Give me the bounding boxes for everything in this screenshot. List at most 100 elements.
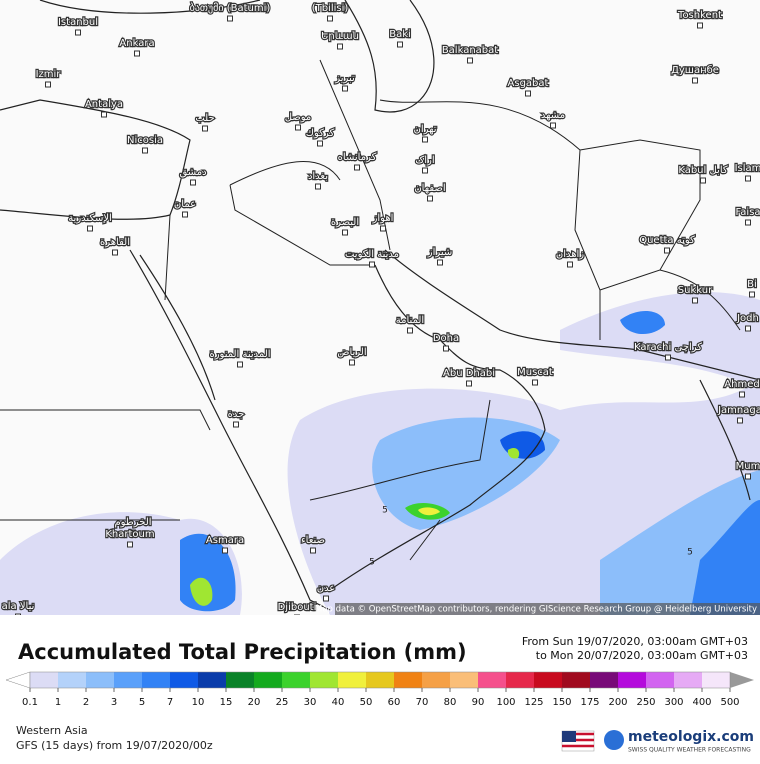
city-marker [422,136,428,143]
scale-swatch [226,672,255,688]
city-marker [202,125,208,132]
city-marker [233,421,239,428]
city-label: القاهرة [100,237,130,248]
city-label: مدينة الكويت [345,249,399,260]
brand[interactable]: meteologix.com [628,729,754,745]
scale-label: 15 [220,697,233,708]
scale-swatch [506,672,535,688]
mediterranean-coast [0,99,191,220]
city-marker [692,297,698,304]
city-label: مشهد [541,110,565,121]
city-label: Toshkent [677,10,722,21]
red-sea-coast [129,249,331,611]
city-marker [315,183,321,190]
map-labels: ბათუმი (Batumi) (Tbilisi) Istanbul Երևան Bak… [0,1,760,621]
scale-swatch [338,672,367,688]
city-label: شیراز [427,247,453,258]
coastlines [0,0,760,611]
scale-swatch [618,672,647,688]
scale-swatch [282,672,311,688]
city-label: حلب [195,113,214,124]
black-sea-coast [39,0,261,14]
attribution-box [335,603,760,615]
city-label: Bi [747,279,757,290]
city-marker [190,179,196,186]
city-marker [237,361,243,368]
city-label: Nicosia [127,135,163,146]
city-marker [101,111,107,118]
city-label: Ahmed [724,379,759,390]
city-marker [112,249,118,256]
scale-swatch [114,672,143,688]
scale-swatch [310,672,339,688]
scale-high-arrow [730,672,754,688]
city-marker [354,164,360,171]
city-label: Kabul كابل [678,165,728,176]
scale-label: 175 [580,697,599,708]
city-marker [467,57,473,64]
city-marker [525,90,531,97]
scale-swatch [590,672,619,688]
city-label: Ankara [119,38,154,49]
scale-label: 200 [608,697,627,708]
scale-swatch [254,672,283,688]
arabia-coast [329,264,546,591]
scale-label: 5 [139,697,145,708]
scale-frame [29,671,731,689]
city-label: عدن [317,583,336,594]
city-marker [130,529,136,536]
scale-swatch [478,672,507,688]
city-label: Izmir [36,69,62,80]
city-marker [437,259,443,266]
city-marker [127,541,133,548]
flag [561,730,595,752]
city-marker [407,327,413,334]
city-marker [567,261,573,268]
city-label: موصل [285,112,312,123]
city-label: Jodh [736,313,759,324]
precip-area [560,291,760,390]
city-marker [342,85,348,92]
city-marker [369,261,375,268]
scale-swatch [646,672,675,688]
city-marker [182,211,188,218]
city-marker [380,225,386,232]
city-label: ბათუმი (Batumi) [190,2,271,14]
scale-swatch [58,672,87,688]
city-label: البصرة [331,217,359,228]
scale-label: 100 [496,697,515,708]
city-marker [737,417,743,424]
city-marker [323,595,329,602]
city-label: الإسكندرية [68,213,112,224]
scale-label: 30 [304,697,317,708]
city-label: الرياض [337,347,366,358]
scale-label: 10 [192,697,205,708]
city-marker [295,124,301,131]
city-marker [745,219,751,226]
city-label: Istanbul [58,17,98,28]
city-label: الخرطوم [114,517,151,528]
city-label: Jamnaga [717,405,760,416]
city-marker [692,77,698,84]
scale-swatch [366,672,395,688]
precip-area [620,310,665,335]
borders [0,59,741,561]
scale-label: 0.1 [22,697,38,708]
scale-label: 250 [636,697,655,708]
iran-coast [384,249,760,381]
city-marker [222,547,228,554]
city-label: Երևան [321,31,359,42]
scale-label: 150 [552,697,571,708]
city-marker [466,380,472,387]
scale-label: 400 [692,697,711,708]
contour-label: 5 [687,548,693,558]
map: ბათუმი (Batumi) (Tbilisi) Istanbul Երևան Bak… [0,0,760,621]
city-marker [739,391,745,398]
city-marker [310,547,316,554]
city-marker [87,225,93,232]
city-marker [745,325,751,332]
scale-label: 90 [472,697,485,708]
scale-label: 80 [444,697,457,708]
